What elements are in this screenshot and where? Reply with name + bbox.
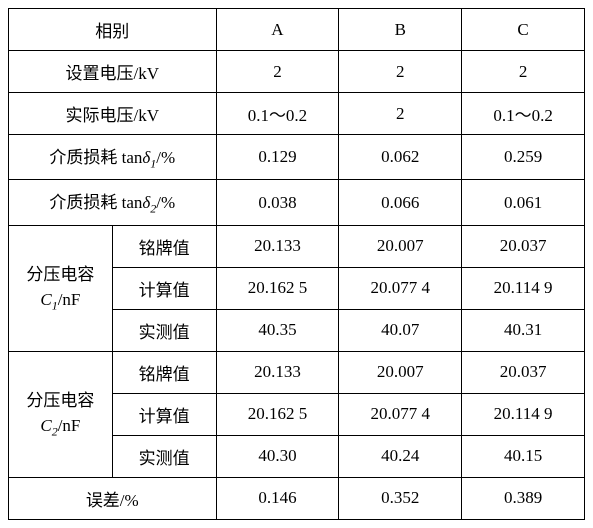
row-set-voltage: 设置电压/kV 2 2 2 — [9, 51, 585, 93]
label-set-voltage: 设置电压/kV — [9, 51, 217, 93]
cell: 20.133 — [216, 225, 339, 267]
cell: 40.30 — [216, 435, 339, 477]
cell: 0.062 — [339, 135, 462, 180]
cell: 20.114 9 — [462, 393, 585, 435]
cell: 20.007 — [339, 225, 462, 267]
sub-label: 实测值 — [112, 435, 216, 477]
sub-label: 铭牌值 — [112, 351, 216, 393]
cell: 2 — [216, 51, 339, 93]
cell: 40.24 — [339, 435, 462, 477]
cell: 20.162 5 — [216, 267, 339, 309]
row-tan-delta2: 介质损耗 tanδ2/% 0.038 0.066 0.061 — [9, 180, 585, 225]
group-label-cap2: 分压电容C2/nF — [9, 351, 113, 477]
cell: 0.038 — [216, 180, 339, 225]
header-colB: B — [339, 9, 462, 51]
group-label-cap1: 分压电容C1/nF — [9, 225, 113, 351]
sub-label: 计算值 — [112, 393, 216, 435]
cell: 0.352 — [339, 477, 462, 519]
cell: 2 — [339, 51, 462, 93]
cell: 40.07 — [339, 309, 462, 351]
cell: 0.1～0.2 — [216, 93, 339, 135]
cell: 20.007 — [339, 351, 462, 393]
label-error: 误差/% — [9, 477, 217, 519]
sub-label: 实测值 — [112, 309, 216, 351]
cell: 20.077 4 — [339, 267, 462, 309]
cell: 20.077 4 — [339, 393, 462, 435]
label-tan-delta2: 介质损耗 tanδ2/% — [9, 180, 217, 225]
header-colA: A — [216, 9, 339, 51]
cell: 0.061 — [462, 180, 585, 225]
row-cap2-nameplate: 分压电容C2/nF 铭牌值 20.133 20.007 20.037 — [9, 351, 585, 393]
cell: 40.15 — [462, 435, 585, 477]
label-tan-delta1: 介质损耗 tanδ1/% — [9, 135, 217, 180]
cell: 20.162 5 — [216, 393, 339, 435]
header-col0: 相别 — [9, 9, 217, 51]
cell: 0.259 — [462, 135, 585, 180]
label-actual-voltage: 实际电压/kV — [9, 93, 217, 135]
row-actual-voltage: 实际电压/kV 0.1～0.2 2 0.1～0.2 — [9, 93, 585, 135]
data-table: 相别 A B C 设置电压/kV 2 2 2 实际电压/kV 0.1～0.2 2… — [8, 8, 585, 520]
cell: 2 — [339, 93, 462, 135]
row-tan-delta1: 介质损耗 tanδ1/% 0.129 0.062 0.259 — [9, 135, 585, 180]
cell: 40.35 — [216, 309, 339, 351]
cell: 20.037 — [462, 351, 585, 393]
cell: 20.037 — [462, 225, 585, 267]
cell: 0.129 — [216, 135, 339, 180]
cell: 20.114 9 — [462, 267, 585, 309]
row-error: 误差/% 0.146 0.352 0.389 — [9, 477, 585, 519]
cell: 0.066 — [339, 180, 462, 225]
cell: 0.1～0.2 — [462, 93, 585, 135]
sub-label: 计算值 — [112, 267, 216, 309]
row-cap1-nameplate: 分压电容C1/nF 铭牌值 20.133 20.007 20.037 — [9, 225, 585, 267]
sub-label: 铭牌值 — [112, 225, 216, 267]
cell: 20.133 — [216, 351, 339, 393]
cell: 2 — [462, 51, 585, 93]
header-row: 相别 A B C — [9, 9, 585, 51]
cell: 0.146 — [216, 477, 339, 519]
cell: 40.31 — [462, 309, 585, 351]
header-colC: C — [462, 9, 585, 51]
cell: 0.389 — [462, 477, 585, 519]
